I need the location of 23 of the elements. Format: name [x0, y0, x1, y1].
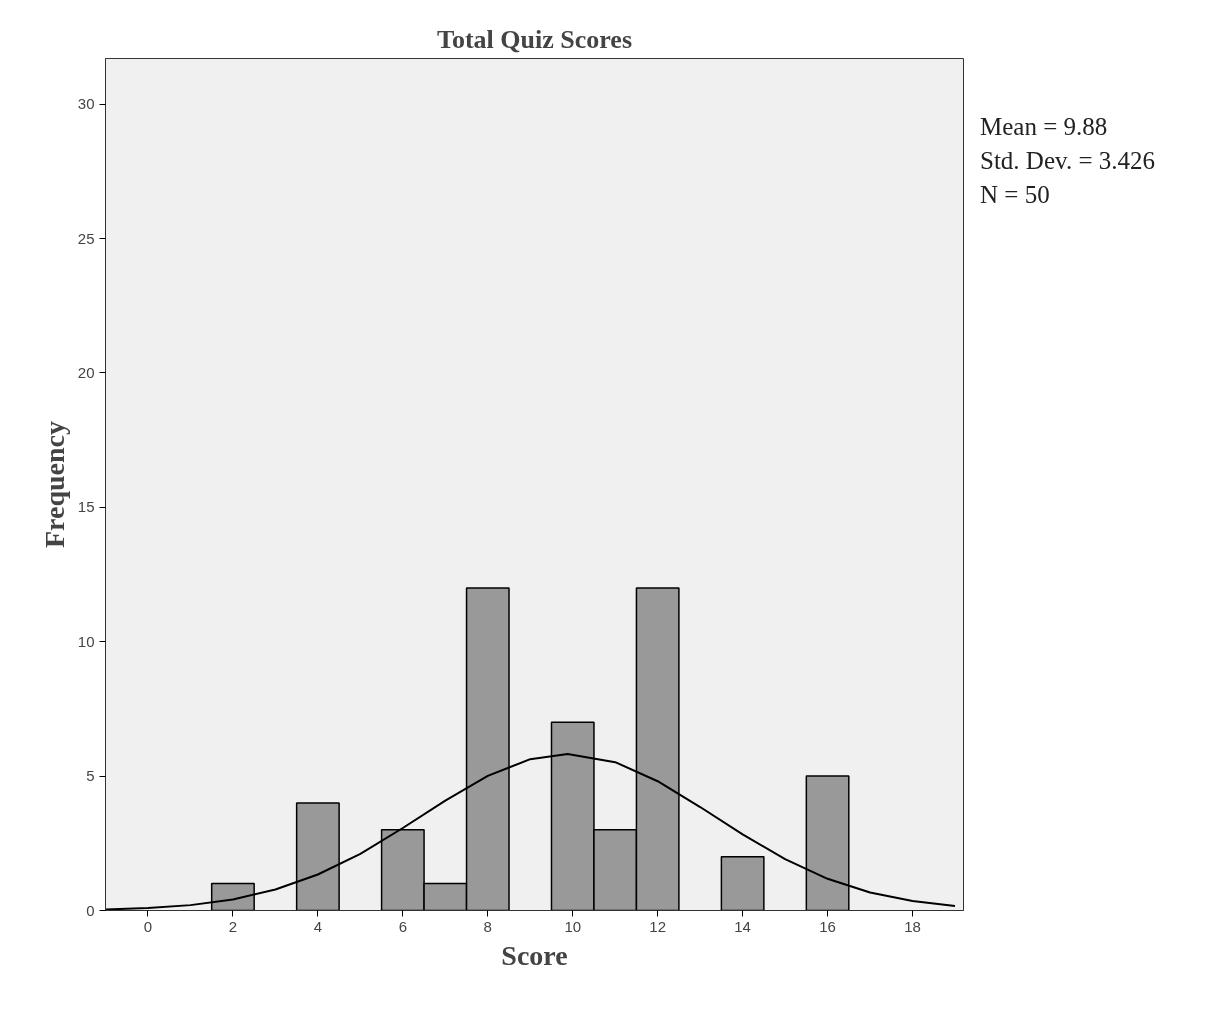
y-tick-label: 15: [77, 498, 95, 516]
y-tick-label: 10: [77, 632, 95, 650]
x-tick-label: 8: [483, 917, 492, 935]
x-tick-label: 12: [649, 917, 667, 935]
x-tick-label: 0: [143, 917, 153, 935]
x-tick-label: 2: [228, 917, 238, 935]
y-tick-label: 5: [86, 767, 95, 785]
text: N = 50: [980, 180, 1051, 210]
y-tick-label: 25: [77, 229, 95, 247]
text: Mean = 9.88: [980, 112, 1109, 142]
text: Std. Dev. = 3.426: [980, 146, 1155, 176]
x-axis-title: Score: [501, 939, 568, 971]
x-tick-label: 14: [734, 917, 751, 935]
x-tick-label: 16: [819, 917, 836, 935]
x-tick-label: 10: [564, 917, 582, 935]
y-tick-label: 0: [86, 901, 95, 919]
y-tick-label: 30: [77, 95, 95, 113]
x-tick-label: 18: [904, 917, 921, 935]
chart-title: Total Quiz Scores: [436, 24, 633, 54]
x-tick-label: 6: [398, 917, 407, 935]
y-tick-label: 20: [77, 363, 95, 381]
x-tick-label: 4: [313, 917, 323, 935]
y-axis-title: Frequency: [38, 420, 70, 549]
